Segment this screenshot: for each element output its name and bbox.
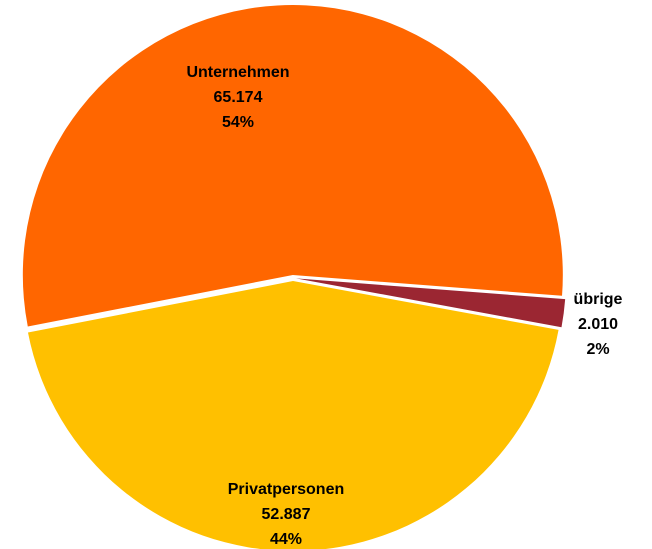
slice-percent: 2% (586, 341, 609, 358)
slice-value: 52.887 (262, 506, 311, 523)
slice-percent: 54% (222, 114, 254, 131)
slice-percent: 44% (270, 531, 302, 548)
slice-label: übrige (574, 291, 623, 308)
slice-value: 65.174 (214, 89, 263, 106)
pie-slice (295, 278, 566, 328)
slice-label: Privatpersonen (228, 481, 344, 498)
pie-slice (22, 5, 563, 327)
slice-value: 2.010 (578, 316, 618, 333)
slice-label: Unternehmen (186, 64, 289, 81)
pie-slice (27, 281, 559, 549)
